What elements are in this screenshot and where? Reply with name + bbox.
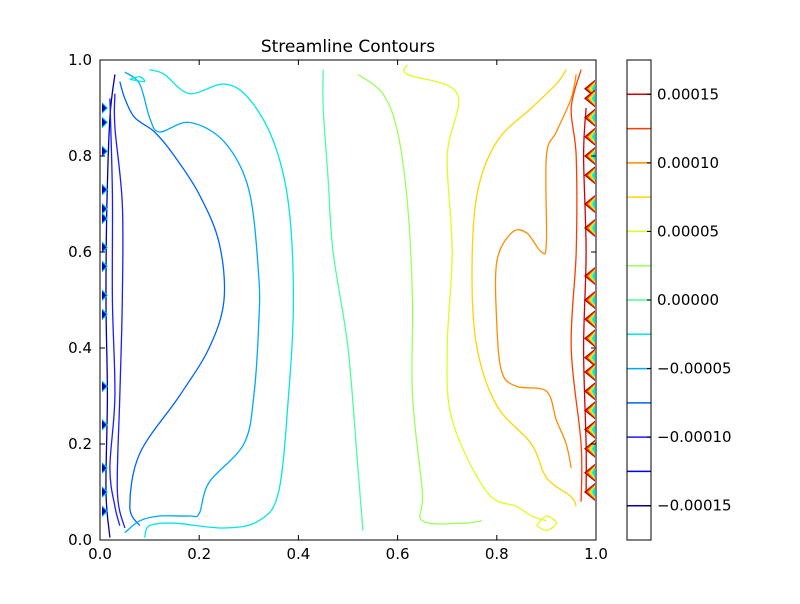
x-tick-label: 1.0 bbox=[584, 545, 608, 563]
wall-artifact-left bbox=[102, 310, 106, 319]
colorbar-tick-label: 0.00005 bbox=[657, 222, 719, 240]
contour-line bbox=[536, 515, 557, 532]
wall-artifact-left bbox=[102, 507, 106, 516]
wall-artifact-left bbox=[102, 382, 106, 391]
contour-line bbox=[143, 68, 295, 538]
wall-artifact-left bbox=[102, 243, 106, 252]
plot-area: 0.0 0.2 0.4 0.6 0.8 1.0 0.0 0.2 0.4 0.6 0.8 1.0 bbox=[68, 51, 608, 563]
wall-artifact-left bbox=[102, 204, 106, 213]
y-tick-label: 0.0 bbox=[68, 531, 92, 549]
colorbar-tick-label: −0.00015 bbox=[657, 497, 732, 515]
contour-line bbox=[109, 98, 121, 526]
y-tick-label: 1.0 bbox=[68, 51, 92, 69]
contour-lines bbox=[102, 64, 595, 538]
wall-artifact-right bbox=[592, 93, 595, 104]
wall-artifact-right bbox=[592, 487, 595, 497]
wall-artifact-right bbox=[592, 271, 595, 281]
wall-artifact-right bbox=[592, 131, 595, 142]
y-tick-label: 0.2 bbox=[68, 435, 92, 453]
plot-frame bbox=[99, 59, 597, 541]
contour-line bbox=[403, 64, 547, 522]
wall-artifact-left bbox=[102, 262, 106, 271]
contour-line bbox=[105, 74, 116, 538]
wall-artifact-right bbox=[592, 170, 595, 181]
contour-line bbox=[471, 69, 577, 507]
colorbar-tick-label: −0.00010 bbox=[657, 428, 732, 446]
colorbar-tick-label: 0.00010 bbox=[657, 154, 719, 172]
x-tick-label: 0.0 bbox=[88, 545, 112, 563]
wall-artifact-left bbox=[102, 147, 106, 156]
colorbar-tick-label: −0.00005 bbox=[657, 360, 732, 378]
contour-line bbox=[357, 73, 482, 525]
wall-artifact-right bbox=[592, 223, 595, 233]
wall-artifact-right bbox=[592, 112, 595, 123]
wall-artifact-right bbox=[592, 333, 595, 344]
wall-artifact-left bbox=[102, 488, 106, 496]
wall-artifact-right bbox=[592, 314, 595, 325]
wall-artifact-left bbox=[102, 464, 106, 472]
wall-artifact-right bbox=[592, 467, 595, 478]
x-tick-label: 0.2 bbox=[187, 545, 211, 563]
wall-artifact-right bbox=[592, 199, 595, 209]
wall-artifact-right bbox=[592, 443, 595, 454]
wall-artifact-right bbox=[592, 352, 595, 363]
contour-line bbox=[570, 69, 583, 502]
wall-artifact-right bbox=[592, 295, 595, 305]
wall-artifact-left bbox=[102, 104, 106, 112]
wall-artifact-left bbox=[102, 118, 106, 127]
contour-line bbox=[119, 81, 226, 526]
y-tick-label: 0.6 bbox=[68, 243, 92, 261]
y-tick-label: 0.8 bbox=[68, 147, 92, 165]
colorbar: −0.00015 −0.00010 −0.00005 0.00000 0.00005 0.… bbox=[626, 59, 732, 541]
contour-line bbox=[113, 93, 126, 529]
wall-artifact-left bbox=[102, 214, 106, 223]
contour-line bbox=[322, 69, 364, 531]
y-tick-label: 0.4 bbox=[68, 339, 92, 357]
wall-artifact-right bbox=[592, 367, 595, 377]
wall-artifact-left bbox=[102, 291, 106, 300]
contour-line bbox=[129, 76, 146, 83]
wall-artifact-left bbox=[102, 185, 106, 194]
colorbar-tick-label: 0.00015 bbox=[657, 85, 719, 103]
contour-line bbox=[124, 71, 261, 534]
wall-artifact-right bbox=[592, 424, 595, 435]
x-tick-label: 0.8 bbox=[485, 545, 509, 563]
wall-artifact-right bbox=[592, 386, 595, 397]
colorbar-tick-label: 0.00000 bbox=[657, 291, 719, 309]
contour-line bbox=[494, 74, 577, 469]
chart-title: Streamline Contours bbox=[261, 37, 435, 57]
wall-artifact-right bbox=[592, 405, 595, 416]
x-tick-label: 0.4 bbox=[286, 545, 310, 563]
wall-artifact-left bbox=[102, 420, 106, 429]
x-tick-label: 0.6 bbox=[386, 545, 410, 563]
